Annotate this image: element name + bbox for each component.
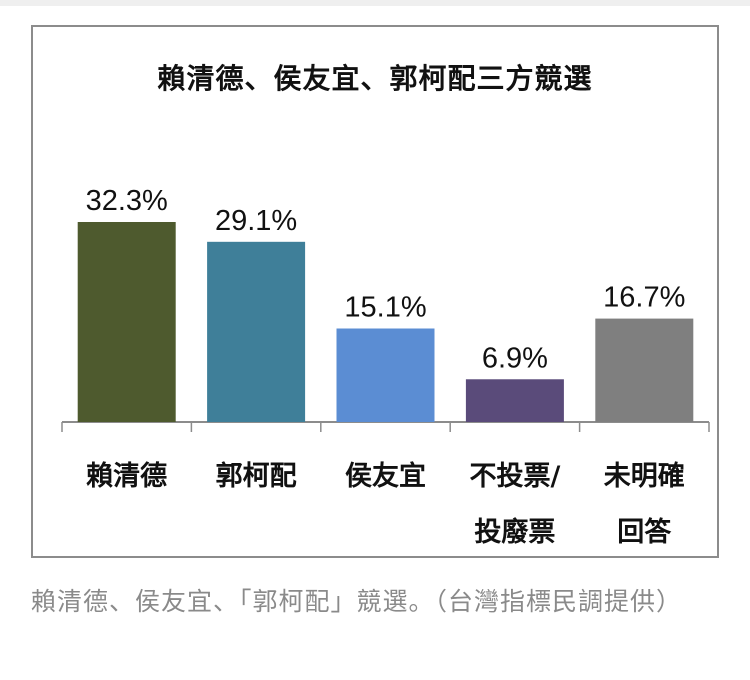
- x-tick-label: 不投票/: [469, 461, 560, 492]
- chart-frame: 賴清德、侯友宜、郭柯配三方競選 32.3% 賴清德 29.1% 郭柯配 15.1% 侯友宜…: [31, 25, 719, 558]
- bar: [207, 241, 306, 422]
- bar: [336, 328, 435, 422]
- x-tick-label: 未明確: [604, 460, 685, 492]
- x-tick-label: 侯友宜: [345, 460, 426, 492]
- bar: [465, 379, 564, 422]
- bar-value-label: 32.3%: [86, 185, 168, 217]
- top-divider: [0, 0, 750, 6]
- bar-value-label: 6.9%: [482, 342, 548, 374]
- x-tick-label: 賴清德: [86, 461, 167, 492]
- image-caption: 賴清德、侯友宜、「郭柯配」競選。（台灣指標民調提供）: [31, 587, 683, 616]
- chart-title: 賴清德、侯友宜、郭柯配三方競選: [157, 62, 593, 95]
- bar-value-label: 16.7%: [603, 282, 685, 314]
- bar-chart: 32.3% 賴清德 29.1% 郭柯配 15.1% 侯友宜 6.9% 不投票/投廢票 16.7%…: [61, 185, 710, 548]
- x-tick-label: 投廢票: [474, 516, 555, 548]
- bar-value-label: 15.1%: [344, 292, 426, 324]
- x-tick-label: 回答: [617, 516, 672, 548]
- bar: [595, 318, 694, 422]
- x-tick-label: 郭柯配: [216, 461, 297, 492]
- bar-value-label: 29.1%: [215, 205, 297, 237]
- bar: [77, 222, 176, 422]
